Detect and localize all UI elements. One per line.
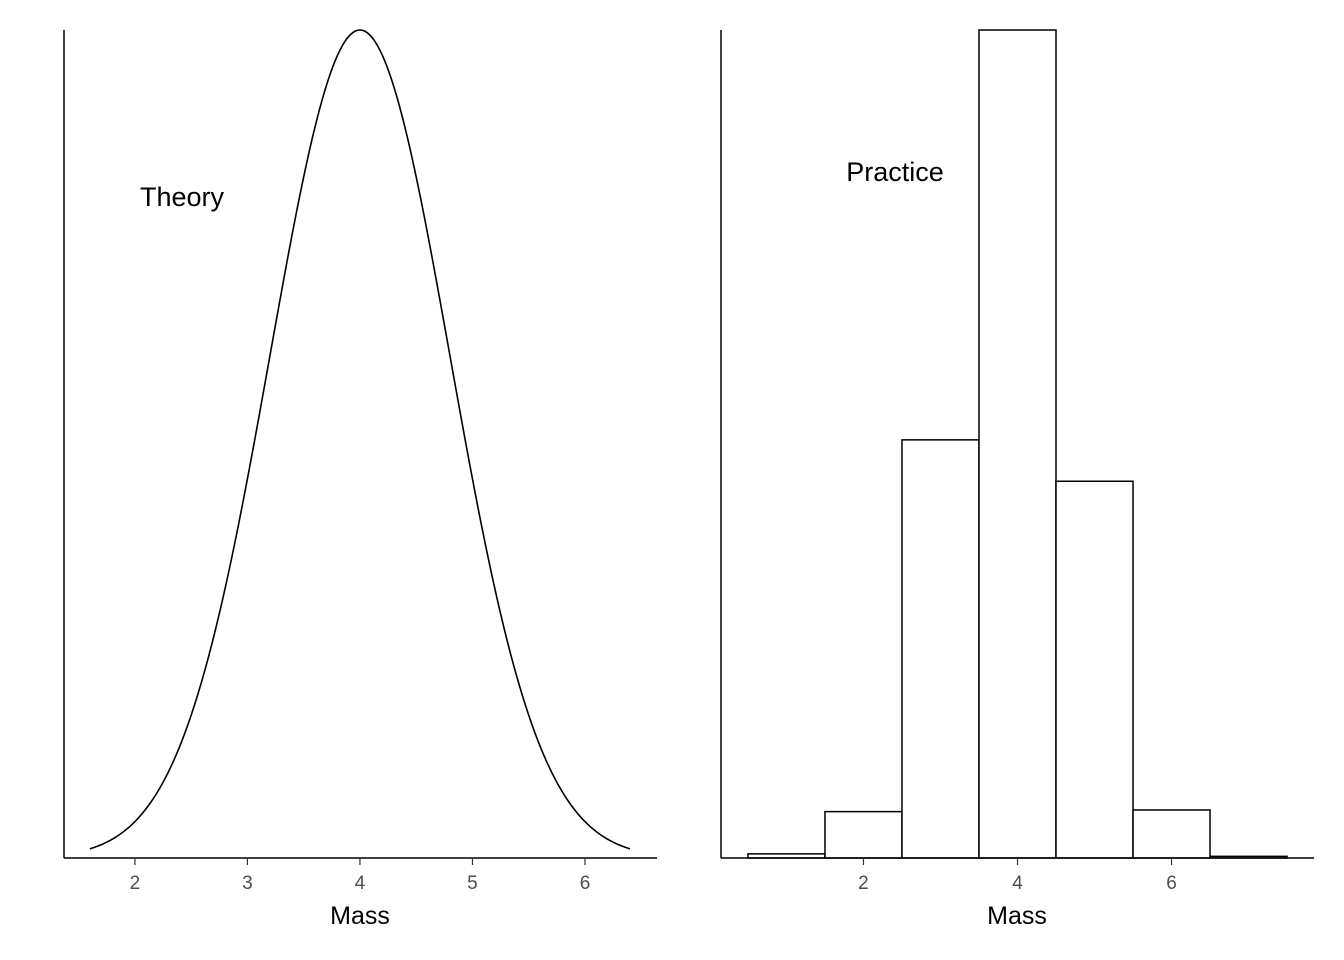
theory-x-tick-label: 4: [355, 873, 366, 894]
theory-x-tick-label: 3: [242, 873, 253, 894]
histogram-bar: [901, 439, 980, 859]
theory-x-axis-title: Mass: [330, 902, 390, 930]
practice-x-axis-title: Mass: [987, 902, 1047, 930]
practice-x-ticks: 2 4 6: [858, 858, 1177, 894]
practice-x-tick-label: 2: [858, 873, 869, 894]
practice-x-tick-label: 6: [1166, 873, 1177, 894]
practice-histogram-bars: [747, 29, 1288, 859]
practice-panel: 2 4 6 Practice Mass: [720, 29, 1314, 930]
theory-x-tick-label: 6: [580, 873, 591, 894]
histogram-bar: [1132, 809, 1211, 859]
practice-annotation: Practice: [846, 157, 944, 187]
theory-annotation: Theory: [140, 182, 225, 212]
theory-x-ticks: 2 3 4 5 6: [130, 858, 591, 894]
histogram-bar: [978, 29, 1057, 859]
theory-density-curve: [89, 29, 631, 850]
practice-x-tick-label: 4: [1012, 873, 1023, 894]
histogram-bar: [1055, 480, 1134, 859]
theory-panel: 2 3 4 5 6 Theory Mass: [63, 29, 657, 930]
histogram-bar: [824, 810, 903, 859]
theory-x-tick-label: 2: [130, 873, 141, 894]
theory-x-tick-label: 5: [467, 873, 478, 894]
